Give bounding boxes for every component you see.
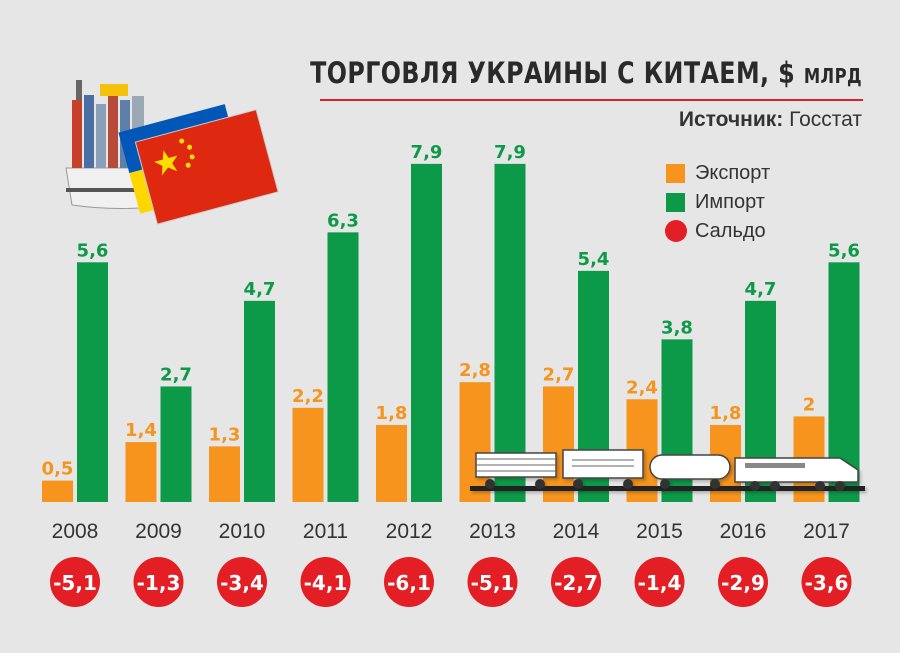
bar-import-2011 — [327, 232, 359, 503]
chart-title: ТОРГОВЛЯ УКРАИНЫ С КИТАЕМ, $ МЛРД — [310, 56, 862, 90]
tick-label-2010: 2010 — [219, 520, 266, 543]
legend-dot-saldo — [665, 220, 687, 242]
label-export-2011: 2,2 — [292, 386, 324, 407]
saldo-label-2014: -2,7 — [554, 571, 598, 595]
tick-label-2008: 2008 — [52, 520, 99, 543]
saldo-circle-2009 — [133, 557, 184, 607]
label-import-2012: 7,9 — [411, 142, 443, 163]
label-import-2017: 5,6 — [828, 240, 860, 261]
label-export-2013: 2,8 — [459, 360, 491, 381]
label-import-2013: 7,9 — [494, 142, 526, 163]
bar-export-2009 — [125, 442, 157, 502]
bar-import-2008 — [77, 262, 108, 502]
source-label: Источник: — [678, 108, 784, 131]
saldo-circle-2015 — [634, 557, 685, 607]
china-flag-icon — [134, 109, 279, 225]
label-import-2008: 5,6 — [77, 240, 109, 261]
legend-label-saldo: Сальдо — [695, 219, 766, 242]
legend-swatch-export — [666, 163, 685, 183]
tick-label-2017: 2017 — [803, 520, 850, 543]
saldo-circle-2010 — [217, 557, 267, 607]
label-export-2010: 1,3 — [209, 424, 241, 445]
label-export-2017: 2 — [803, 394, 816, 415]
legend: Экспорт Импорт Сальдо — [665, 160, 770, 247]
bar-export-2011 — [292, 407, 324, 502]
legend-label-export: Экспорт — [695, 161, 771, 184]
saldo-label-2011: -4,1 — [304, 571, 348, 595]
label-import-2014: 5,4 — [578, 249, 610, 270]
saldo-label-2008: -5,1 — [53, 571, 97, 595]
label-import-2009: 2,7 — [160, 364, 192, 385]
tick-label-2015: 2015 — [636, 520, 683, 543]
bar-import-2009 — [160, 386, 192, 502]
saldo-label-2016: -2,9 — [721, 571, 765, 595]
label-import-2010: 4,7 — [244, 279, 276, 300]
freight-train-icon — [470, 449, 865, 491]
bar-export-2008 — [42, 480, 73, 502]
bar-export-2013 — [459, 382, 491, 502]
title-text: ТОРГОВЛЯ УКРАИНЫ С КИТАЕМ, $ — [310, 56, 796, 90]
legend-item-export: Экспорт — [666, 160, 770, 186]
saldo-label-2015: -1,4 — [638, 571, 682, 595]
label-export-2008: 0,5 — [42, 459, 74, 480]
label-import-2016: 4,7 — [745, 279, 777, 300]
bar-import-2012 — [411, 163, 442, 502]
saldo-circle-2008 — [50, 557, 100, 607]
legend-item-import: Импорт — [666, 189, 770, 215]
tick-label-2012: 2012 — [386, 520, 433, 543]
saldo-circle-2011 — [300, 557, 351, 607]
saldo-circle-2014 — [551, 557, 601, 607]
saldo-circle-2013 — [467, 557, 518, 607]
label-import-2011: 6,3 — [327, 210, 359, 231]
legend-label-import: Импорт — [695, 190, 765, 213]
bar-export-2010 — [209, 446, 240, 502]
title-unit: МЛРД — [803, 64, 862, 88]
label-export-2016: 1,8 — [710, 403, 742, 424]
label-export-2015: 2,4 — [626, 377, 658, 398]
legend-item-saldo: Сальдо — [665, 218, 770, 244]
saldo-label-2013: -5,1 — [471, 571, 515, 595]
legend-swatch-import — [666, 192, 685, 212]
label-export-2012: 1,8 — [376, 403, 408, 424]
tick-label-2011: 2011 — [303, 520, 348, 543]
saldo-label-2010: -3,4 — [220, 571, 264, 595]
saldo-label-2009: -1,3 — [137, 571, 181, 595]
saldo-circle-2017 — [801, 557, 852, 607]
saldo-circle-2012 — [384, 557, 434, 607]
source-value: Госстат — [789, 108, 862, 131]
title-underline — [320, 99, 863, 101]
bar-import-2013 — [494, 163, 526, 502]
tick-label-2009: 2009 — [135, 520, 182, 543]
saldo-circle-2016 — [718, 557, 768, 607]
label-export-2014: 2,7 — [543, 364, 575, 385]
tick-label-2016: 2016 — [720, 520, 767, 543]
bar-import-2010 — [244, 300, 275, 502]
source-line: Источник: Госстат — [679, 108, 862, 132]
label-import-2015: 3,8 — [661, 317, 693, 338]
bar-export-2012 — [376, 424, 407, 502]
tick-label-2014: 2014 — [553, 520, 600, 543]
saldo-label-2017: -3,6 — [805, 571, 849, 595]
bar-export-2014 — [543, 386, 574, 502]
tick-label-2013: 2013 — [469, 520, 516, 543]
saldo-label-2012: -6,1 — [387, 571, 431, 595]
label-export-2009: 1,4 — [125, 420, 157, 441]
